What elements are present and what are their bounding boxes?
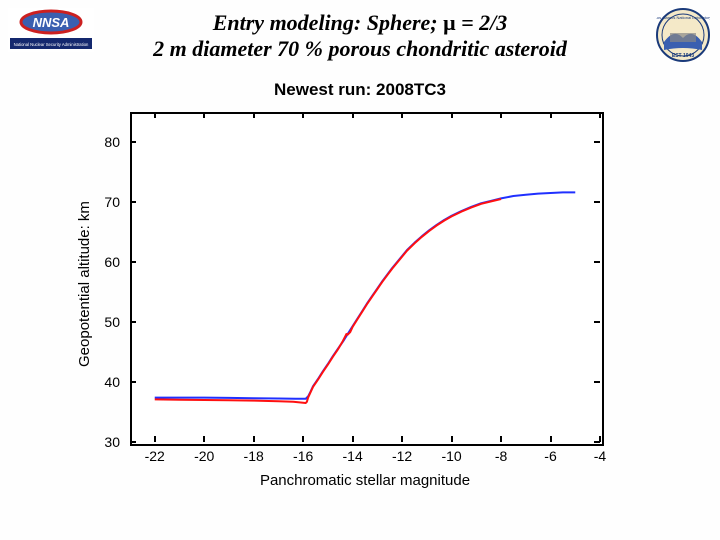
chart: Newest run: 2008TC3 Geopotential altitud… <box>60 80 660 510</box>
svg-text:NNSA: NNSA <box>33 15 70 30</box>
series-blue <box>155 192 576 398</box>
svg-text:EST 1943: EST 1943 <box>672 53 694 59</box>
nnsa-logo: NNSA National Nuclear Security Administr… <box>8 8 94 52</box>
los-alamos-logo: Los Alamos National Laboratory EST 1943 <box>656 8 710 62</box>
title-line2: 2 m diameter 70 % porous chondritic aste… <box>90 36 630 62</box>
svg-text:National Nuclear Security Admi: National Nuclear Security Administration <box>14 42 89 47</box>
mu-symbol: μ <box>443 10 455 35</box>
chart-curves <box>60 80 660 510</box>
series-red <box>155 199 501 403</box>
svg-text:Los Alamos National Laboratory: Los Alamos National Laboratory <box>656 15 710 20</box>
title-part-b: = 2/3 <box>456 10 508 35</box>
header: NNSA National Nuclear Security Administr… <box>0 6 720 72</box>
page-title: Entry modeling: Sphere; μ = 2/3 2 m diam… <box>90 10 630 62</box>
title-part-a: Entry modeling: Sphere; <box>213 10 443 35</box>
